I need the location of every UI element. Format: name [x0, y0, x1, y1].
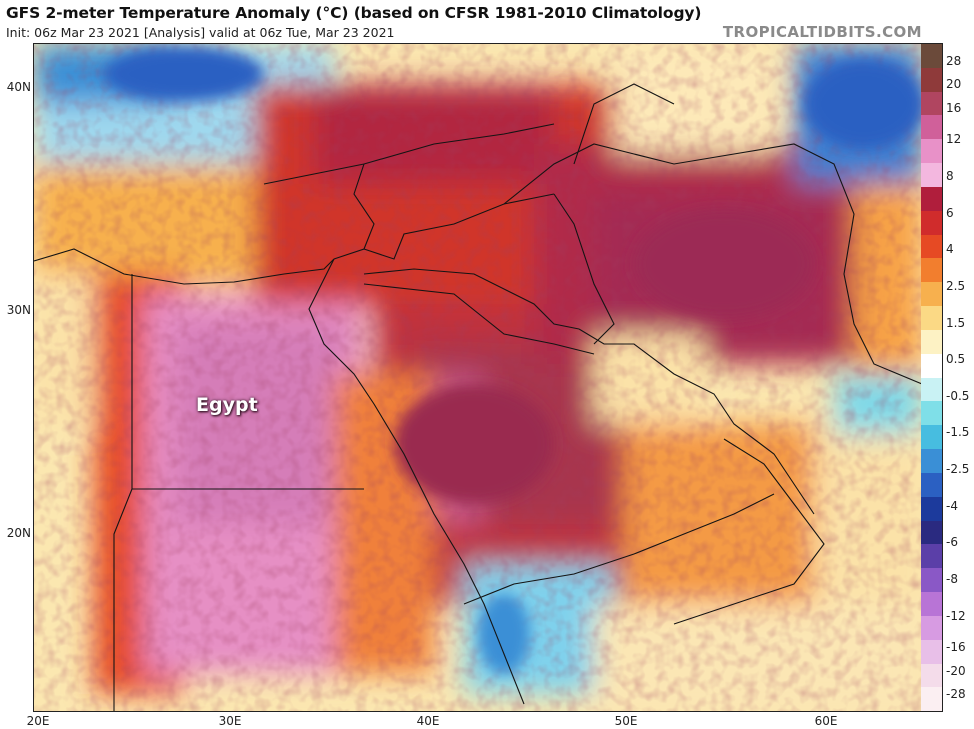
- colorbar-tick-label: -2.5: [946, 462, 970, 477]
- colorbar-tick-label: 4: [946, 242, 954, 257]
- colorbar-tick-label: 2.5: [946, 278, 966, 293]
- lon-label-20e: 20E: [26, 714, 50, 728]
- lat-label-30n: 30N: [6, 303, 31, 317]
- colorbar-swatch: [921, 663, 942, 688]
- chart-subtitle: Init: 06z Mar 23 2021 [Analysis] valid a…: [6, 25, 395, 40]
- colorbar-swatch: [921, 329, 942, 354]
- lon-label-50e: 50E: [614, 714, 638, 728]
- lon-label-60e: 60E: [814, 714, 838, 728]
- colorbar-swatch: [921, 139, 942, 164]
- colorbar-tick-label: 1.5: [946, 315, 966, 330]
- colorbar-swatch: [921, 186, 942, 211]
- colorbar-tick-label: -6: [946, 535, 958, 550]
- colorbar-swatch: [921, 67, 942, 92]
- colorbar-swatch: [921, 115, 942, 140]
- colorbar-tick-label: -16: [946, 639, 966, 654]
- lat-label-20n: 20N: [6, 526, 31, 540]
- colorbar-tick-label: -28: [946, 687, 966, 702]
- lon-label-40e: 40E: [416, 714, 440, 728]
- colorbar-tick-label: 28: [946, 53, 962, 68]
- colorbar-swatch: [921, 210, 942, 235]
- colorbar-swatch: [921, 282, 942, 307]
- colorbar-swatch: [921, 449, 942, 473]
- colorbar-swatch: [921, 91, 942, 116]
- colorbar-tick-label: 16: [946, 101, 962, 116]
- brand-watermark: TROPICALTIDBITS.COM: [722, 23, 922, 41]
- colorbar-swatch: [921, 568, 942, 593]
- colorbar: [921, 43, 943, 712]
- colorbar-swatch: [921, 639, 942, 664]
- map-canvas: [34, 44, 922, 711]
- map-details: [104, 46, 922, 674]
- colorbar-swatch: [921, 425, 942, 450]
- colorbar-swatch: [921, 306, 942, 330]
- colorbar-tick-label: 12: [946, 132, 962, 147]
- colorbar-swatch: [921, 615, 942, 640]
- colorbar-swatch: [921, 163, 942, 187]
- colorbar-swatch: [921, 377, 942, 402]
- colorbar-tick-label: -1.5: [946, 425, 970, 440]
- lon-label-30e: 30E: [218, 714, 242, 728]
- colorbar-swatch: [921, 258, 942, 283]
- colorbar-tick-label: 6: [946, 205, 954, 220]
- colorbar-swatch: [921, 472, 942, 497]
- colorbar-tick-label: -0.5: [946, 388, 970, 403]
- region-label-egypt: Egypt: [196, 394, 258, 416]
- colorbar-tick-label: 20: [946, 77, 962, 92]
- colorbar-swatch: [921, 401, 942, 426]
- colorbar-tick-label: -12: [946, 608, 966, 623]
- colorbar-swatch: [921, 353, 942, 378]
- colorbar-swatch: [921, 520, 942, 545]
- colorbar-swatch: [921, 592, 942, 616]
- colorbar-swatch: [921, 234, 942, 259]
- colorbar-swatch: [921, 544, 942, 569]
- lat-label-40n: 40N: [6, 80, 31, 94]
- noise-texture: [34, 44, 922, 711]
- chart-title: GFS 2-meter Temperature Anomaly (°C) (ba…: [6, 4, 702, 22]
- colorbar-swatch: [921, 44, 942, 68]
- colorbar-swatch: [921, 496, 942, 521]
- anomaly-map: [33, 43, 923, 712]
- colorbar-tick-label: -20: [946, 663, 966, 678]
- colorbar-tick-label: 8: [946, 168, 954, 183]
- colorbar-tick-label: -4: [946, 498, 958, 513]
- borders: [34, 83, 922, 711]
- colorbar-tick-label: 0.5: [946, 352, 966, 367]
- colorbar-swatch: [921, 687, 942, 712]
- colorbar-tick-label: -8: [946, 572, 958, 587]
